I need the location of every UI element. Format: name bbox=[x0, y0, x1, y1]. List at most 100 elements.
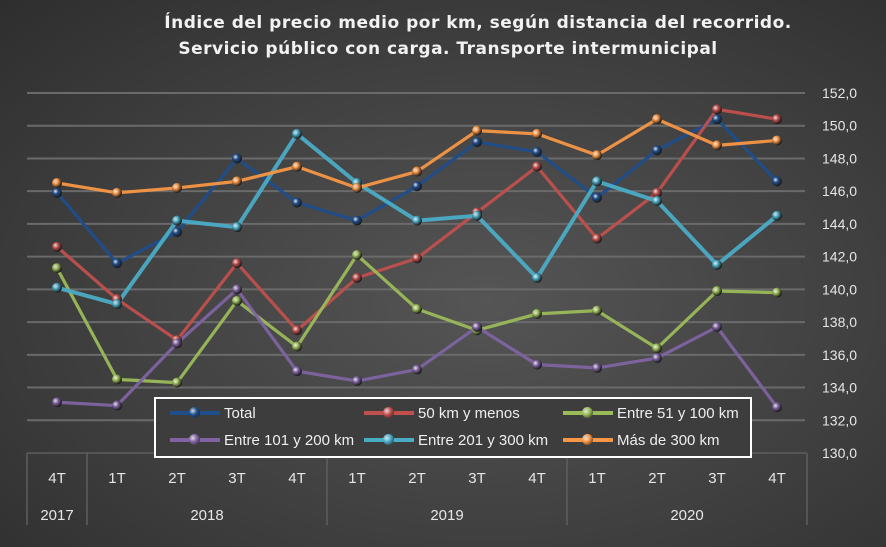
data-point bbox=[352, 272, 362, 283]
legend-marker-icon bbox=[582, 434, 593, 445]
data-point bbox=[412, 166, 422, 177]
legend: Total 50 km y menos Entre 51 y 100 km Entre… bbox=[154, 397, 752, 458]
legend-marker-icon bbox=[582, 407, 593, 418]
x-tick-label: 3T bbox=[468, 470, 486, 487]
data-point bbox=[232, 222, 242, 233]
data-point bbox=[292, 128, 302, 139]
y-tick-label: 150,0 bbox=[822, 118, 857, 134]
legend-marker-icon bbox=[383, 434, 394, 445]
legend-swatch bbox=[563, 407, 613, 418]
data-point bbox=[112, 374, 122, 385]
data-point bbox=[532, 308, 542, 319]
legend-swatch bbox=[170, 434, 220, 445]
legend-label: Más de 300 km bbox=[617, 431, 720, 449]
data-point bbox=[652, 343, 662, 354]
data-point bbox=[52, 263, 62, 274]
data-point bbox=[772, 210, 782, 221]
data-point bbox=[712, 104, 722, 115]
y-tick-label: 130,0 bbox=[822, 445, 857, 461]
legend-label: Total bbox=[224, 404, 256, 422]
y-tick-label: 142,0 bbox=[822, 249, 857, 265]
legend-item: Entre 51 y 100 km bbox=[563, 401, 739, 425]
data-point bbox=[172, 182, 182, 193]
x-tick-label: 1T bbox=[588, 470, 606, 487]
data-point bbox=[232, 284, 242, 295]
x-tick-label: 4T bbox=[768, 470, 786, 487]
data-point bbox=[232, 258, 242, 269]
x-tick-label: 4T bbox=[528, 470, 546, 487]
data-point bbox=[772, 135, 782, 146]
data-point bbox=[352, 376, 362, 386]
x-year-label: 2018 bbox=[190, 507, 223, 524]
data-point bbox=[412, 181, 422, 192]
legend-item: Entre 201 y 300 km bbox=[364, 428, 548, 452]
y-tick-label: 152,0 bbox=[822, 85, 857, 101]
chart-title-line1: Índice del precio medio por km, según di… bbox=[164, 13, 792, 33]
x-tick-label: 2T bbox=[168, 470, 186, 487]
data-point bbox=[712, 286, 722, 296]
data-point bbox=[592, 176, 602, 187]
legend-item: Más de 300 km bbox=[563, 428, 720, 452]
data-point bbox=[532, 128, 542, 139]
y-tick-label: 148,0 bbox=[822, 150, 857, 166]
data-point bbox=[772, 402, 782, 413]
data-point bbox=[292, 366, 302, 377]
data-point bbox=[352, 215, 362, 226]
data-point bbox=[472, 210, 482, 221]
x-year-label: 2020 bbox=[670, 507, 703, 524]
data-point bbox=[172, 227, 182, 238]
legend-marker-icon bbox=[383, 407, 394, 418]
data-point bbox=[472, 322, 482, 332]
data-point bbox=[652, 196, 662, 206]
y-tick-label: 140,0 bbox=[822, 281, 857, 297]
chart-subtitle: Servicio público con carga. Transporte i… bbox=[178, 39, 718, 59]
legend-label: Entre 201 y 300 km bbox=[418, 431, 549, 449]
y-tick-label: 138,0 bbox=[822, 314, 857, 330]
data-point bbox=[712, 114, 722, 125]
data-point bbox=[472, 137, 482, 148]
series-line-entre-51-y-100-km bbox=[55, 253, 778, 385]
legend-swatch bbox=[170, 407, 220, 418]
legend-marker-icon bbox=[189, 407, 200, 418]
legend-item: 50 km y menos bbox=[364, 401, 520, 425]
legend-swatch bbox=[563, 434, 613, 445]
data-point bbox=[532, 359, 542, 370]
x-tick-label: 4T bbox=[48, 470, 66, 487]
data-point bbox=[172, 215, 182, 226]
data-point bbox=[292, 161, 302, 172]
x-tick-label: 4T bbox=[288, 470, 306, 487]
data-point bbox=[292, 325, 302, 336]
x-tick-label: 2T bbox=[408, 470, 426, 487]
data-point bbox=[652, 145, 662, 156]
data-point bbox=[772, 176, 782, 187]
data-point bbox=[592, 233, 602, 244]
data-point bbox=[52, 178, 62, 188]
data-point bbox=[352, 182, 362, 193]
data-point bbox=[592, 150, 602, 161]
x-year-label: 2017 bbox=[40, 507, 73, 524]
x-tick-label: 2T bbox=[648, 470, 666, 487]
data-point bbox=[652, 353, 662, 364]
data-point bbox=[592, 192, 602, 203]
data-point bbox=[172, 338, 182, 349]
legend-label: 50 km y menos bbox=[418, 404, 520, 422]
x-tick-label: 1T bbox=[348, 470, 366, 487]
chart-title: Índice del precio medio por km, según di… bbox=[0, 10, 886, 62]
legend-item: Total bbox=[170, 401, 256, 425]
data-point bbox=[652, 187, 662, 198]
data-point bbox=[52, 397, 62, 408]
data-point bbox=[112, 187, 122, 198]
y-tick-label: 134,0 bbox=[822, 380, 857, 396]
legend-label: Entre 51 y 100 km bbox=[617, 404, 739, 422]
data-point bbox=[292, 341, 302, 352]
data-point bbox=[532, 161, 542, 172]
legend-marker-icon bbox=[189, 434, 200, 445]
y-tick-label: 136,0 bbox=[822, 347, 857, 363]
data-point bbox=[652, 114, 662, 125]
data-point bbox=[772, 114, 782, 125]
data-point bbox=[472, 125, 482, 136]
legend-item: Entre 101 y 200 km bbox=[170, 428, 354, 452]
data-point bbox=[52, 282, 62, 293]
legend-swatch bbox=[364, 407, 414, 418]
